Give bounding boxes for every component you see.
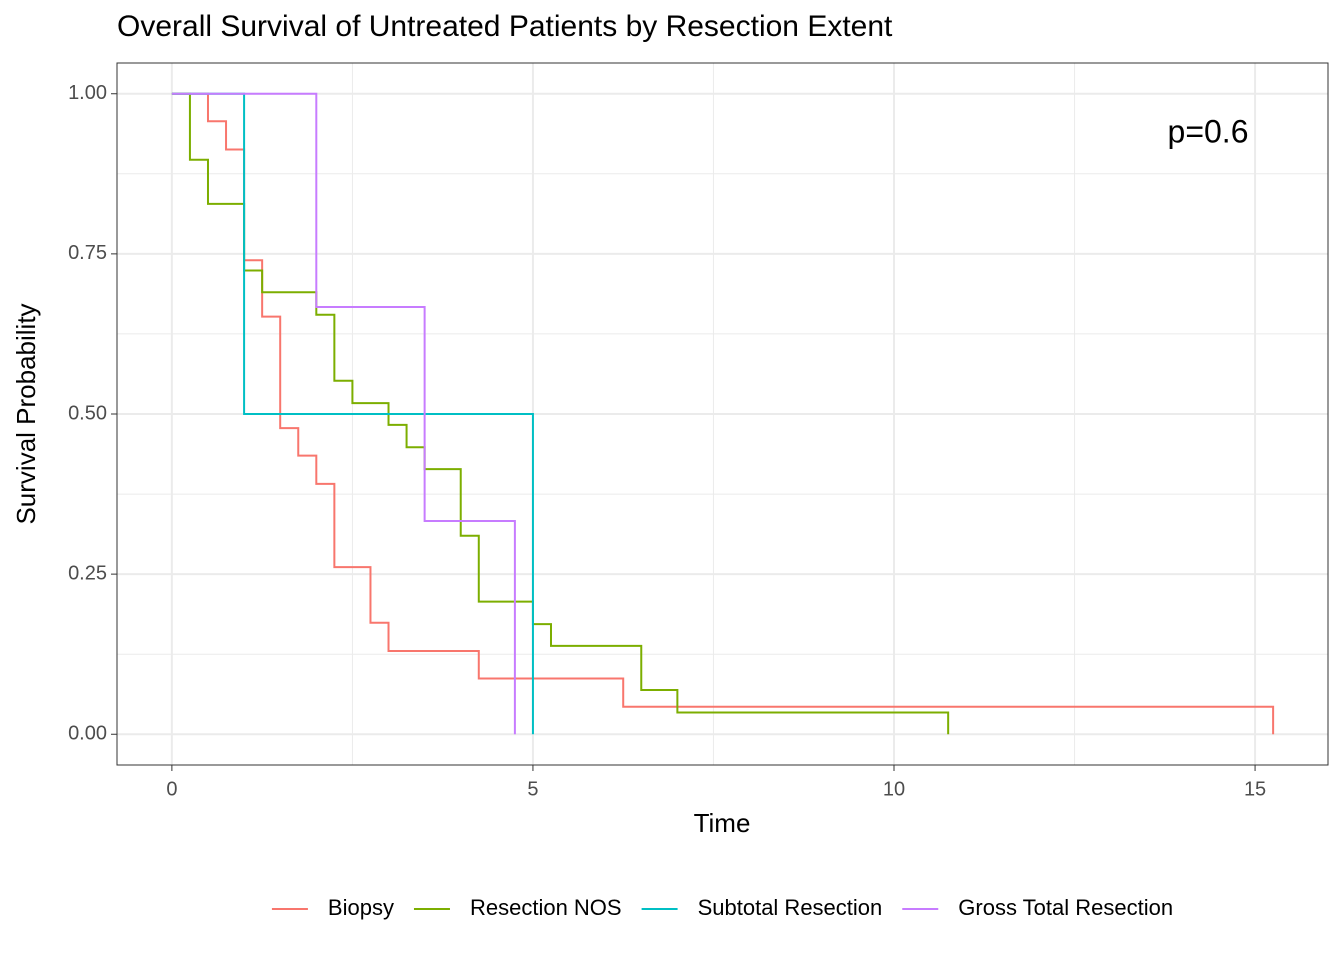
y-tick-label: 0.75 [68, 242, 107, 264]
survival-curve [171, 92, 516, 735]
x-tick-label: 5 [527, 778, 538, 800]
y-tick-label: 0.25 [68, 562, 107, 584]
x-tick-label: 0 [166, 778, 177, 800]
legend-label: Subtotal Resection [698, 895, 883, 920]
legend-label: Gross Total Resection [958, 895, 1173, 920]
chart-title: Overall Survival of Untreated Patients b… [117, 10, 893, 43]
y-axis-title: Survival Probability [11, 303, 41, 524]
legend-label: Resection NOS [470, 895, 622, 920]
p-value-annotation: p=0.6 [1168, 113, 1249, 149]
y-tick-label: 0.50 [68, 402, 107, 424]
y-tick-label: 1.00 [68, 82, 107, 104]
y-tick-label: 0.00 [68, 723, 107, 745]
legend-label: Biopsy [328, 895, 394, 920]
plot-border [116, 62, 1329, 766]
x-tick-label: 10 [883, 778, 905, 800]
x-tick-label: 15 [1244, 778, 1266, 800]
survival-curve [171, 92, 1275, 735]
x-axis-title: Time [694, 808, 751, 838]
legend: Biopsy Resection NOS Subtotal Resection Gro… [271, 895, 1173, 920]
